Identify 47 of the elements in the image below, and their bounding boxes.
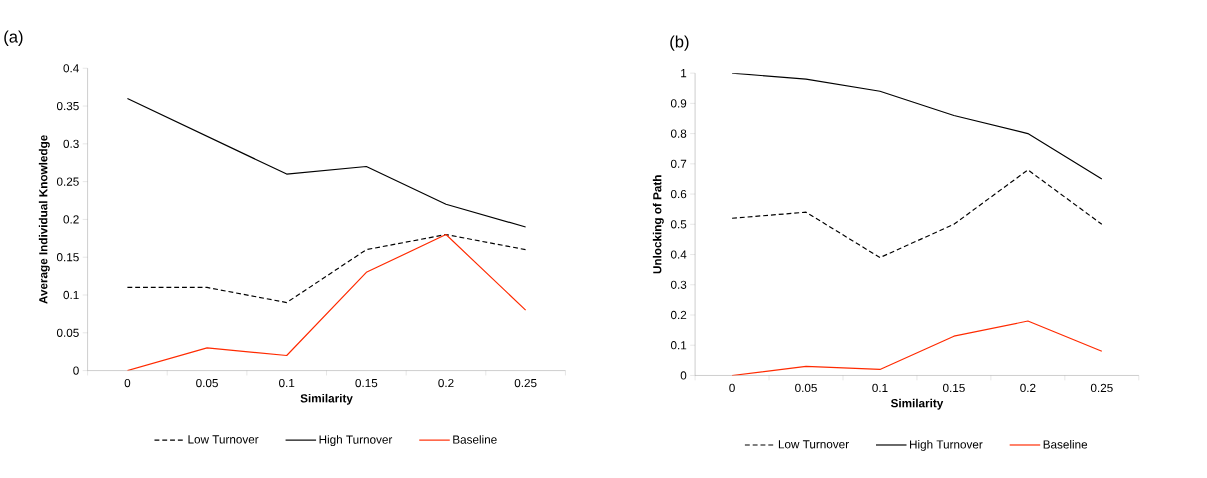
y-tick-label: 0.1 xyxy=(63,290,79,300)
x-tick-label: 0.1 xyxy=(872,383,888,393)
legend-label: Baseline xyxy=(453,435,497,444)
y-tick-label: 1 xyxy=(681,69,687,78)
y-tick-label: 0.2 xyxy=(670,310,687,320)
legend-label: Baseline xyxy=(1043,440,1088,449)
y-tick-label: 0.8 xyxy=(670,129,687,138)
y-tick-label: 0.5 xyxy=(670,220,687,229)
chart-title: (b) xyxy=(670,35,689,51)
y-tick-label: 0.25 xyxy=(56,177,79,186)
x-axis-title: Similarity xyxy=(890,398,944,410)
x-tick-label: 0.2 xyxy=(438,378,454,388)
x-tick-label: 0.15 xyxy=(355,378,378,388)
x-tick-label: 0.2 xyxy=(1020,383,1036,393)
chart-title: (a) xyxy=(4,30,23,47)
line-series xyxy=(126,234,527,371)
x-tick-label: 0.05 xyxy=(795,383,817,393)
y-tick-label: 0.4 xyxy=(63,64,79,73)
legend-label: High Turnover xyxy=(319,435,393,447)
y-tick-label: 0.1 xyxy=(670,341,687,350)
line-series xyxy=(731,169,1103,259)
legend-label: Low Turnover xyxy=(188,435,259,444)
legend-label: Low Turnover xyxy=(778,440,849,449)
x-axis-title: Similarity xyxy=(300,393,353,405)
x-tick-label: 0.1 xyxy=(279,378,295,388)
y-tick-label: 0.4 xyxy=(670,250,687,259)
x-tick-label: 0.25 xyxy=(1090,383,1113,393)
y-axis-title: Unlocking of Path xyxy=(652,175,664,274)
y-tick-label: 0.3 xyxy=(670,280,687,289)
y-axis-title: Average Individual Knowledge xyxy=(38,135,50,304)
y-tick-label: 0 xyxy=(73,366,79,375)
x-tick-label: 0.15 xyxy=(942,383,965,393)
y-tick-label: 0.2 xyxy=(63,215,79,224)
y-tick-label: 0.35 xyxy=(56,101,79,111)
x-tick-label: 0.25 xyxy=(514,378,537,388)
y-tick-label: 0.9 xyxy=(670,99,687,108)
x-tick-label: 0.05 xyxy=(196,378,218,388)
line-series xyxy=(126,234,527,304)
legend-label: High Turnover xyxy=(910,440,983,451)
y-tick-label: 0.7 xyxy=(670,159,687,169)
y-tick-label: 0.3 xyxy=(63,139,79,149)
y-tick-label: 0.15 xyxy=(56,253,79,262)
x-tick-label: 0 xyxy=(124,378,131,388)
y-tick-label: 0.6 xyxy=(670,189,687,199)
y-tick-label: 0 xyxy=(680,371,687,380)
x-tick-label: 0 xyxy=(729,383,735,393)
y-tick-label: 0.05 xyxy=(56,328,79,337)
